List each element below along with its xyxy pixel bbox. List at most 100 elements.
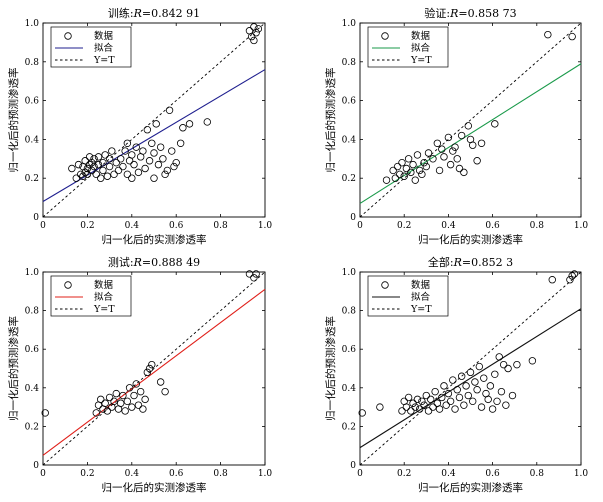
data-point [358, 409, 366, 417]
data-point [94, 160, 103, 169]
legend-box [367, 275, 449, 317]
data-point [254, 25, 263, 33]
y-axis-label: 归一化后的预测渗透率 [324, 316, 337, 421]
x-axis-label: 归一化后的实测渗透率 [418, 233, 523, 246]
data-point [74, 160, 83, 169]
fit-line [359, 63, 582, 204]
chart-title: 测试:R=0.888 49 [108, 256, 200, 269]
x-tick-label: 0 [357, 221, 363, 231]
data-point [68, 164, 76, 173]
data-point [473, 386, 481, 394]
data-point [444, 389, 453, 398]
y-tick-label: 0 [33, 213, 39, 223]
data-point [143, 368, 152, 377]
data-point [477, 403, 486, 411]
data-point [464, 122, 472, 130]
data-point [134, 168, 143, 177]
data-point [139, 147, 147, 155]
data-point [389, 166, 397, 175]
data-point [398, 158, 406, 167]
legend-box [50, 275, 132, 317]
data-point [163, 166, 172, 175]
legend-data-marker [64, 281, 72, 289]
title-var: R [133, 256, 142, 269]
x-tick-label: 0.2 [397, 469, 411, 479]
data-point [484, 395, 492, 404]
data-point [81, 157, 89, 165]
x-axis-label: 归一化后的实测渗透率 [102, 481, 207, 494]
x-tick-label: 0.4 [441, 221, 456, 231]
data-point [141, 164, 149, 173]
data-point [176, 139, 185, 147]
data-point [418, 397, 426, 406]
data-point [72, 174, 80, 182]
data-point [99, 166, 107, 175]
y-tick-label: 0.2 [342, 422, 356, 432]
data-point [130, 391, 138, 400]
data-point [393, 162, 402, 171]
data-point [464, 391, 472, 400]
data-point [429, 155, 437, 163]
x-tick-label: 0.4 [125, 469, 140, 479]
data-point [544, 30, 552, 39]
legend-label-yt: Y=T [93, 304, 115, 315]
data-point [247, 32, 256, 41]
data-point [105, 155, 114, 163]
data-point [132, 143, 140, 151]
x-tick-label: 0.4 [441, 469, 456, 479]
x-axis-label: 归一化后的实测渗透率 [102, 233, 207, 246]
legend-label-yt: Y=T [93, 55, 115, 66]
y-tick-label: 0.2 [342, 174, 356, 184]
data-point [460, 168, 468, 177]
data-point [411, 176, 419, 184]
data-point [81, 168, 89, 177]
y-tick-label: 0.2 [25, 422, 39, 432]
x-tick-label: 0.2 [80, 221, 94, 231]
data-point [513, 360, 521, 369]
data-point [128, 403, 136, 411]
data-point [143, 125, 152, 134]
data-point [382, 176, 391, 184]
data-point [165, 106, 174, 114]
data-point [154, 160, 163, 169]
data-point [570, 270, 579, 278]
data-point [420, 401, 428, 409]
data-point [132, 380, 140, 388]
data-point [101, 399, 109, 407]
data-point [88, 158, 96, 167]
data-point [99, 158, 107, 167]
data-point [442, 401, 450, 409]
data-point [502, 401, 510, 409]
data-point [150, 149, 158, 157]
data-point [185, 120, 194, 128]
data-point [168, 147, 176, 155]
fit-line [42, 288, 266, 456]
data-point [136, 387, 145, 396]
data-point [404, 155, 413, 163]
data-point [121, 147, 129, 155]
data-point [424, 149, 433, 157]
data-point [411, 403, 419, 411]
data-point [123, 139, 132, 147]
x-tick-label: 0.8 [530, 469, 545, 479]
data-point [83, 170, 92, 179]
data-point [119, 391, 127, 400]
y-axis-label: 归一化后的预测渗透率 [7, 316, 20, 421]
identity-line [42, 22, 266, 218]
x-tick-label: 0 [40, 469, 46, 479]
data-point [475, 362, 484, 371]
y-tick-label: 0.6 [25, 345, 40, 355]
data-point [156, 378, 165, 386]
y-tick-label: 0.8 [342, 58, 357, 68]
identity-line [359, 22, 582, 218]
data-point [400, 172, 408, 180]
y-tick-label: 0 [350, 461, 356, 471]
data-point [90, 155, 98, 163]
data-point [451, 143, 459, 151]
y-axis-label: 归一化后的预测渗透率 [324, 68, 337, 173]
legend-label-data: 数据 [94, 279, 114, 291]
title-prefix: 验证: [424, 6, 450, 20]
data-point [128, 174, 136, 182]
data-point [398, 407, 406, 415]
identity-line [359, 271, 582, 466]
